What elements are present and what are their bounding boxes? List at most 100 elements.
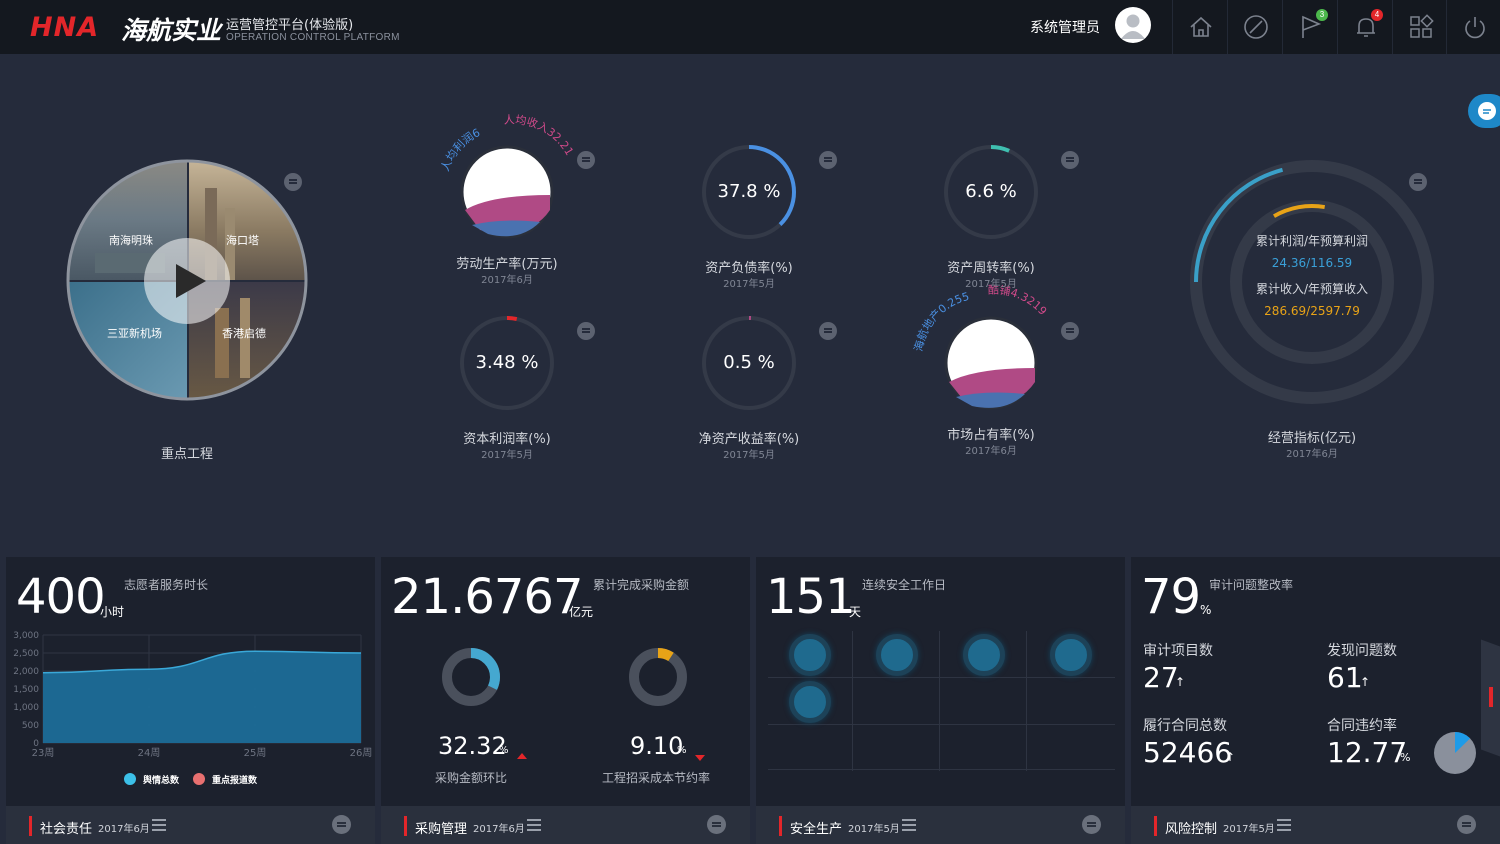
apps-button[interactable] xyxy=(1392,0,1446,54)
operating-date: 2017年6月 xyxy=(1286,449,1338,460)
market-label: 市场占有率(%) xyxy=(947,428,1035,443)
flag-icon xyxy=(1302,15,1322,38)
menu-icon[interactable] xyxy=(152,819,166,821)
top-header: HNA 海航实业 运营管控平台(体验版) OPERATION CONTROL P… xyxy=(0,0,1500,54)
floating-chat-button[interactable] xyxy=(1468,94,1500,128)
panel-social: 400 小时 志愿者服务时长 3,000 2,500 2,000 1,500 1,000… xyxy=(6,557,375,844)
menu-icon[interactable] xyxy=(1277,819,1291,821)
safety-dot xyxy=(789,634,831,676)
footer-accent xyxy=(779,816,782,836)
projects-comment-icon[interactable] xyxy=(284,173,302,191)
flag-button[interactable]: 3 xyxy=(1282,0,1336,54)
income-label: 累计收入/年预算收入 xyxy=(1255,282,1369,296)
compass-icon xyxy=(1244,15,1268,39)
panel-safety: 151 天 连续安全工作日 安全生产 2017年5月 xyxy=(756,557,1125,844)
capital-comment-icon[interactable] xyxy=(577,322,595,340)
market-arc-left: 海航地产0.255 xyxy=(912,290,971,353)
safety-dot xyxy=(789,681,831,723)
quadrant-haikou: 海口塔 xyxy=(226,234,259,247)
debt-date: 2017年5月 xyxy=(723,279,775,290)
labor-date: 2017年6月 xyxy=(481,275,533,286)
y-tick-label: 1,000 xyxy=(13,703,39,713)
risk-footer-date: 2017年5月 xyxy=(1223,824,1275,835)
labor-comment-icon[interactable] xyxy=(577,151,595,169)
comment-icon[interactable] xyxy=(1082,815,1101,834)
purchase-desc: 累计完成采购金额 xyxy=(593,578,690,592)
purchase-left-donut xyxy=(442,648,500,706)
purchase-footer-date: 2017年6月 xyxy=(473,824,525,835)
comment-icon[interactable] xyxy=(1457,815,1476,834)
play-icon xyxy=(176,264,206,298)
debt-comment-icon[interactable] xyxy=(819,151,837,169)
roe-comment-icon[interactable] xyxy=(819,322,837,340)
issues-found-label: 发现问题数 xyxy=(1327,643,1397,659)
flag-badge: 3 xyxy=(1316,9,1328,21)
quadrant-sanya: 三亚新机场 xyxy=(107,327,162,340)
turnover-comment-icon[interactable] xyxy=(1061,151,1079,169)
purchase-footer-title[interactable]: 采购管理 xyxy=(415,822,468,837)
avatar[interactable] xyxy=(1115,7,1151,43)
risk-footer: 风险控制 2017年5月 xyxy=(1131,806,1500,844)
key-projects-video[interactable]: 南海明珠 海口塔 三亚新机场 香港启德 xyxy=(65,158,309,402)
svg-text:人均利润6: 人均利润6 xyxy=(439,126,483,173)
panel-risk: 79 % 审计问题整改率 审计项目数 27 ↑ 发现问题数 61 ↑ 履行合同总… xyxy=(1131,557,1500,844)
social-desc: 志愿者服务时长 xyxy=(124,578,209,592)
user-name[interactable]: 系统管理员 xyxy=(1030,20,1100,36)
y-tick-label: 2,500 xyxy=(13,649,39,659)
labor-arc-left: 人均利润6 xyxy=(439,126,483,173)
play-button[interactable] xyxy=(144,238,230,324)
safety-footer-title[interactable]: 安全生产 xyxy=(790,822,843,837)
safety-dot xyxy=(876,634,918,676)
legend-label-1[interactable]: 舆情总数 xyxy=(143,776,180,786)
breach-rate-unit: % xyxy=(1400,751,1411,764)
roe-label: 净资产收益率(%) xyxy=(698,432,800,447)
roe-value: 0.5 % xyxy=(723,352,775,373)
legend-label-2[interactable]: 重点报道数 xyxy=(212,776,258,786)
market-comment-icon[interactable] xyxy=(1061,322,1079,340)
home-button[interactable] xyxy=(1172,0,1226,54)
purchase-right-value: 9.10 xyxy=(630,732,684,760)
menu-icon[interactable] xyxy=(902,819,916,821)
turnover-gauge xyxy=(944,145,1038,239)
audit-projects-label: 审计项目数 xyxy=(1143,643,1213,659)
social-number: 400 xyxy=(16,569,106,625)
capital-value: 3.48 % xyxy=(475,352,539,373)
panel-purchase: 21.6767 亿元 累计完成采购金额 32.32 % 采购金额环比 9.10 … xyxy=(381,557,750,844)
breach-pie xyxy=(1434,732,1476,774)
purchase-right-unit: % xyxy=(677,745,687,756)
risk-number: 79 xyxy=(1141,569,1201,625)
grid-line-v3 xyxy=(1026,631,1027,771)
debt-gauge xyxy=(702,145,796,239)
purchase-left-value: 32.32 xyxy=(438,732,507,760)
up-arrow-icon: ↑ xyxy=(1360,675,1371,689)
market-gauge xyxy=(944,316,1038,410)
purchase-unit: 亿元 xyxy=(569,605,594,619)
user-avatar-icon xyxy=(1121,14,1145,39)
comment-icon[interactable] xyxy=(332,815,351,834)
profit-value: 24.36/116.59 xyxy=(1271,256,1353,270)
bell-button[interactable]: 4 xyxy=(1337,0,1391,54)
up-arrow-icon: ↑ xyxy=(1175,675,1186,689)
risk-footer-title[interactable]: 风险控制 xyxy=(1165,822,1218,837)
social-footer: 社会责任 2017年6月 xyxy=(6,806,375,844)
power-button[interactable] xyxy=(1446,0,1500,54)
compass-button[interactable] xyxy=(1227,0,1281,54)
grid-line-h1 xyxy=(768,677,1115,678)
social-footer-title[interactable]: 社会责任 xyxy=(40,822,93,837)
purchase-right-label: 工程招采成本节约率 xyxy=(602,771,711,785)
comment-icon[interactable] xyxy=(707,815,726,834)
contracts-label: 履行合同总数 xyxy=(1143,718,1227,734)
up-arrow-icon xyxy=(517,753,527,759)
safety-footer-date: 2017年5月 xyxy=(848,824,900,835)
purchase-left-label: 采购金额环比 xyxy=(435,771,508,785)
audit-projects-value: 27 xyxy=(1143,661,1179,694)
y-tick-label: 500 xyxy=(22,721,39,731)
footer-accent xyxy=(1154,816,1157,836)
down-arrow-icon xyxy=(695,755,705,761)
breach-rate-label: 合同违约率 xyxy=(1327,718,1397,734)
x-tick-label: 26周 xyxy=(350,747,373,759)
grid-line-v1 xyxy=(852,631,853,771)
menu-icon[interactable] xyxy=(527,819,541,821)
quadrant-hongkong: 香港启德 xyxy=(222,327,266,340)
operating-comment-icon[interactable] xyxy=(1409,173,1427,191)
